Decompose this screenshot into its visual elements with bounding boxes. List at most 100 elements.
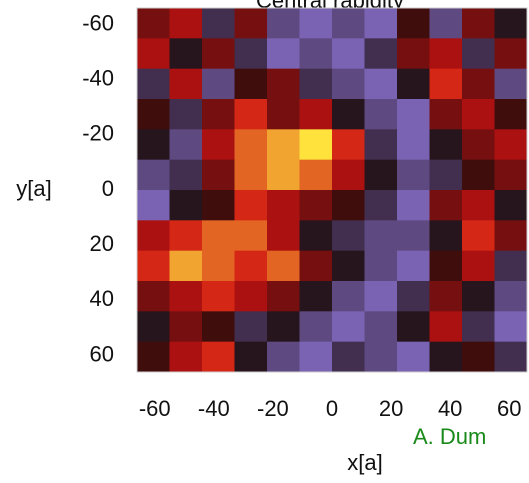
heatmap-cell	[462, 220, 495, 252]
heatmap-cell	[267, 190, 300, 221]
heatmap-cell	[267, 311, 300, 343]
y-tick-label: -20	[82, 121, 114, 146]
heatmap-cell	[202, 159, 235, 191]
heatmap-cell	[234, 281, 268, 312]
heatmap-cell	[429, 250, 463, 282]
heatmap-cell	[137, 220, 170, 252]
heatmap-cell	[397, 159, 430, 191]
heatmap-cell	[364, 8, 398, 39]
y-tick-label: 40	[90, 286, 114, 311]
heatmap-cell	[299, 68, 333, 100]
heatmap-cell	[462, 129, 495, 161]
heatmap-cell	[267, 99, 300, 130]
heatmap-cell	[397, 281, 430, 312]
heatmap-cell	[267, 129, 300, 161]
heatmap-cell	[364, 68, 398, 100]
heatmap-cell	[202, 341, 235, 373]
x-axis-label: x[a]	[347, 450, 382, 475]
heatmap-cell	[267, 220, 300, 252]
heatmap-cell	[397, 220, 430, 252]
heatmap-cell	[332, 281, 365, 312]
annotation: A. Dum	[413, 424, 486, 449]
x-tick-label: -20	[257, 396, 289, 421]
heatmap-cell	[429, 8, 463, 39]
heatmap-cell	[169, 250, 203, 282]
heatmap-cell	[397, 190, 430, 221]
heatmap-cell	[267, 8, 300, 39]
heatmap-cell	[494, 281, 528, 312]
y-tick-label: 60	[90, 341, 114, 366]
heatmap-cell	[429, 68, 463, 100]
heatmap-cell	[234, 8, 268, 39]
heatmap-cell	[267, 38, 300, 70]
heatmap-cell	[494, 38, 528, 70]
heatmap-cell	[169, 341, 203, 373]
heatmap-cell	[364, 129, 398, 161]
heatmap-cell	[462, 341, 495, 373]
heatmap-cell	[364, 281, 398, 312]
heatmap-cell	[429, 311, 463, 343]
heatmap-cell	[462, 190, 495, 221]
heatmap-cell	[332, 129, 365, 161]
heatmap-cell	[202, 190, 235, 221]
heatmap-cell	[234, 190, 268, 221]
heatmap-cell	[202, 220, 235, 252]
heatmap-cell	[202, 38, 235, 70]
x-tick-label: -40	[198, 396, 230, 421]
heatmap-cell	[234, 99, 268, 130]
heatmap-cell	[169, 311, 203, 343]
heatmap-cell	[234, 68, 268, 100]
heatmap-cell	[429, 129, 463, 161]
heatmap-cell	[137, 311, 170, 343]
heatmap-cell	[494, 341, 528, 373]
heatmap-cell	[462, 38, 495, 70]
heatmap-cell	[332, 341, 365, 373]
heatmap-cell	[397, 250, 430, 282]
heatmap-cell	[299, 190, 333, 221]
heatmap-cell	[169, 99, 203, 130]
heatmap-cell	[169, 38, 203, 70]
heatmap-cell	[462, 8, 495, 39]
heatmap-cell	[462, 281, 495, 312]
heatmap-cell	[299, 220, 333, 252]
heatmap-cell	[267, 68, 300, 100]
x-tick-label: 60	[497, 396, 521, 421]
heatmap-cell	[137, 159, 170, 191]
heatmap-cell	[299, 8, 333, 39]
heatmap-cell	[137, 38, 170, 70]
heatmap-cell	[299, 38, 333, 70]
heatmap-cell	[364, 311, 398, 343]
x-tick-label: -60	[139, 396, 171, 421]
heatmap-cell	[397, 8, 430, 39]
heatmap-cell	[429, 38, 463, 70]
heatmap-cell	[267, 341, 300, 373]
heatmap-cell	[364, 220, 398, 252]
heatmap-cell	[267, 159, 300, 191]
heatmap-cell	[332, 8, 365, 39]
y-tick-label: -40	[82, 66, 114, 91]
x-tick-label: 40	[438, 396, 462, 421]
heatmap-cell	[332, 190, 365, 221]
heatmap-cell	[299, 159, 333, 191]
heatmap-cell	[494, 250, 528, 282]
heatmap-cell	[299, 311, 333, 343]
heatmap-cell	[234, 250, 268, 282]
heatmap-cell	[364, 99, 398, 130]
heatmap-cell	[494, 220, 528, 252]
heatmap-cell	[494, 8, 528, 39]
heatmap-cell	[462, 99, 495, 130]
heatmap-cell	[137, 190, 170, 221]
heatmap-cell	[494, 99, 528, 130]
heatmap-cell	[462, 250, 495, 282]
heatmap-cell	[462, 311, 495, 343]
heatmap-cell	[429, 99, 463, 130]
heatmap-cell	[494, 68, 528, 100]
heatmap-cell	[397, 311, 430, 343]
heatmap-cell	[137, 68, 170, 100]
heatmap-cell	[494, 311, 528, 343]
y-tick-label: 20	[90, 231, 114, 256]
heatmap-cell	[332, 159, 365, 191]
heatmap-cell	[234, 159, 268, 191]
heatmap-cell	[429, 159, 463, 191]
